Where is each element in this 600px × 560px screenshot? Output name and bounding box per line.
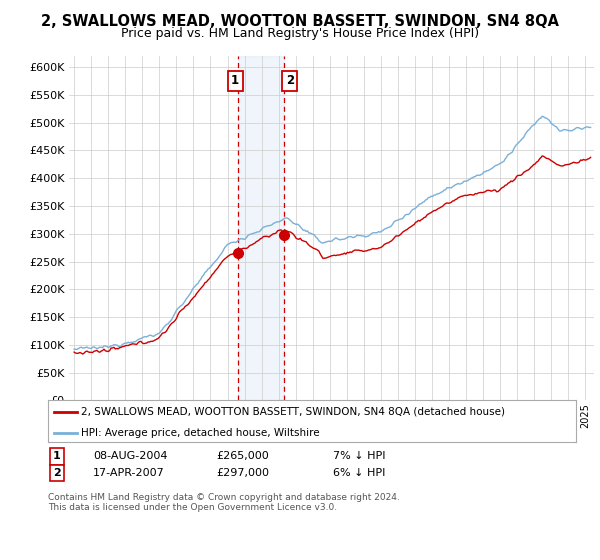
Text: 08-AUG-2004: 08-AUG-2004	[93, 451, 167, 461]
Text: 2: 2	[53, 468, 61, 478]
Text: Price paid vs. HM Land Registry's House Price Index (HPI): Price paid vs. HM Land Registry's House …	[121, 27, 479, 40]
Text: 6% ↓ HPI: 6% ↓ HPI	[333, 468, 385, 478]
Text: HPI: Average price, detached house, Wiltshire: HPI: Average price, detached house, Wilt…	[81, 428, 320, 438]
Text: £297,000: £297,000	[216, 468, 269, 478]
Text: 2, SWALLOWS MEAD, WOOTTON BASSETT, SWINDON, SN4 8QA: 2, SWALLOWS MEAD, WOOTTON BASSETT, SWIND…	[41, 14, 559, 29]
Text: 7% ↓ HPI: 7% ↓ HPI	[333, 451, 386, 461]
Text: 2: 2	[286, 74, 294, 87]
Text: 1: 1	[53, 451, 61, 461]
Text: 1: 1	[231, 74, 239, 87]
Text: Contains HM Land Registry data © Crown copyright and database right 2024.
This d: Contains HM Land Registry data © Crown c…	[48, 493, 400, 512]
Text: 17-APR-2007: 17-APR-2007	[93, 468, 165, 478]
Bar	[238, 56, 284, 400]
Text: £265,000: £265,000	[216, 451, 269, 461]
Text: 2, SWALLOWS MEAD, WOOTTON BASSETT, SWINDON, SN4 8QA (detached house): 2, SWALLOWS MEAD, WOOTTON BASSETT, SWIND…	[81, 407, 505, 417]
